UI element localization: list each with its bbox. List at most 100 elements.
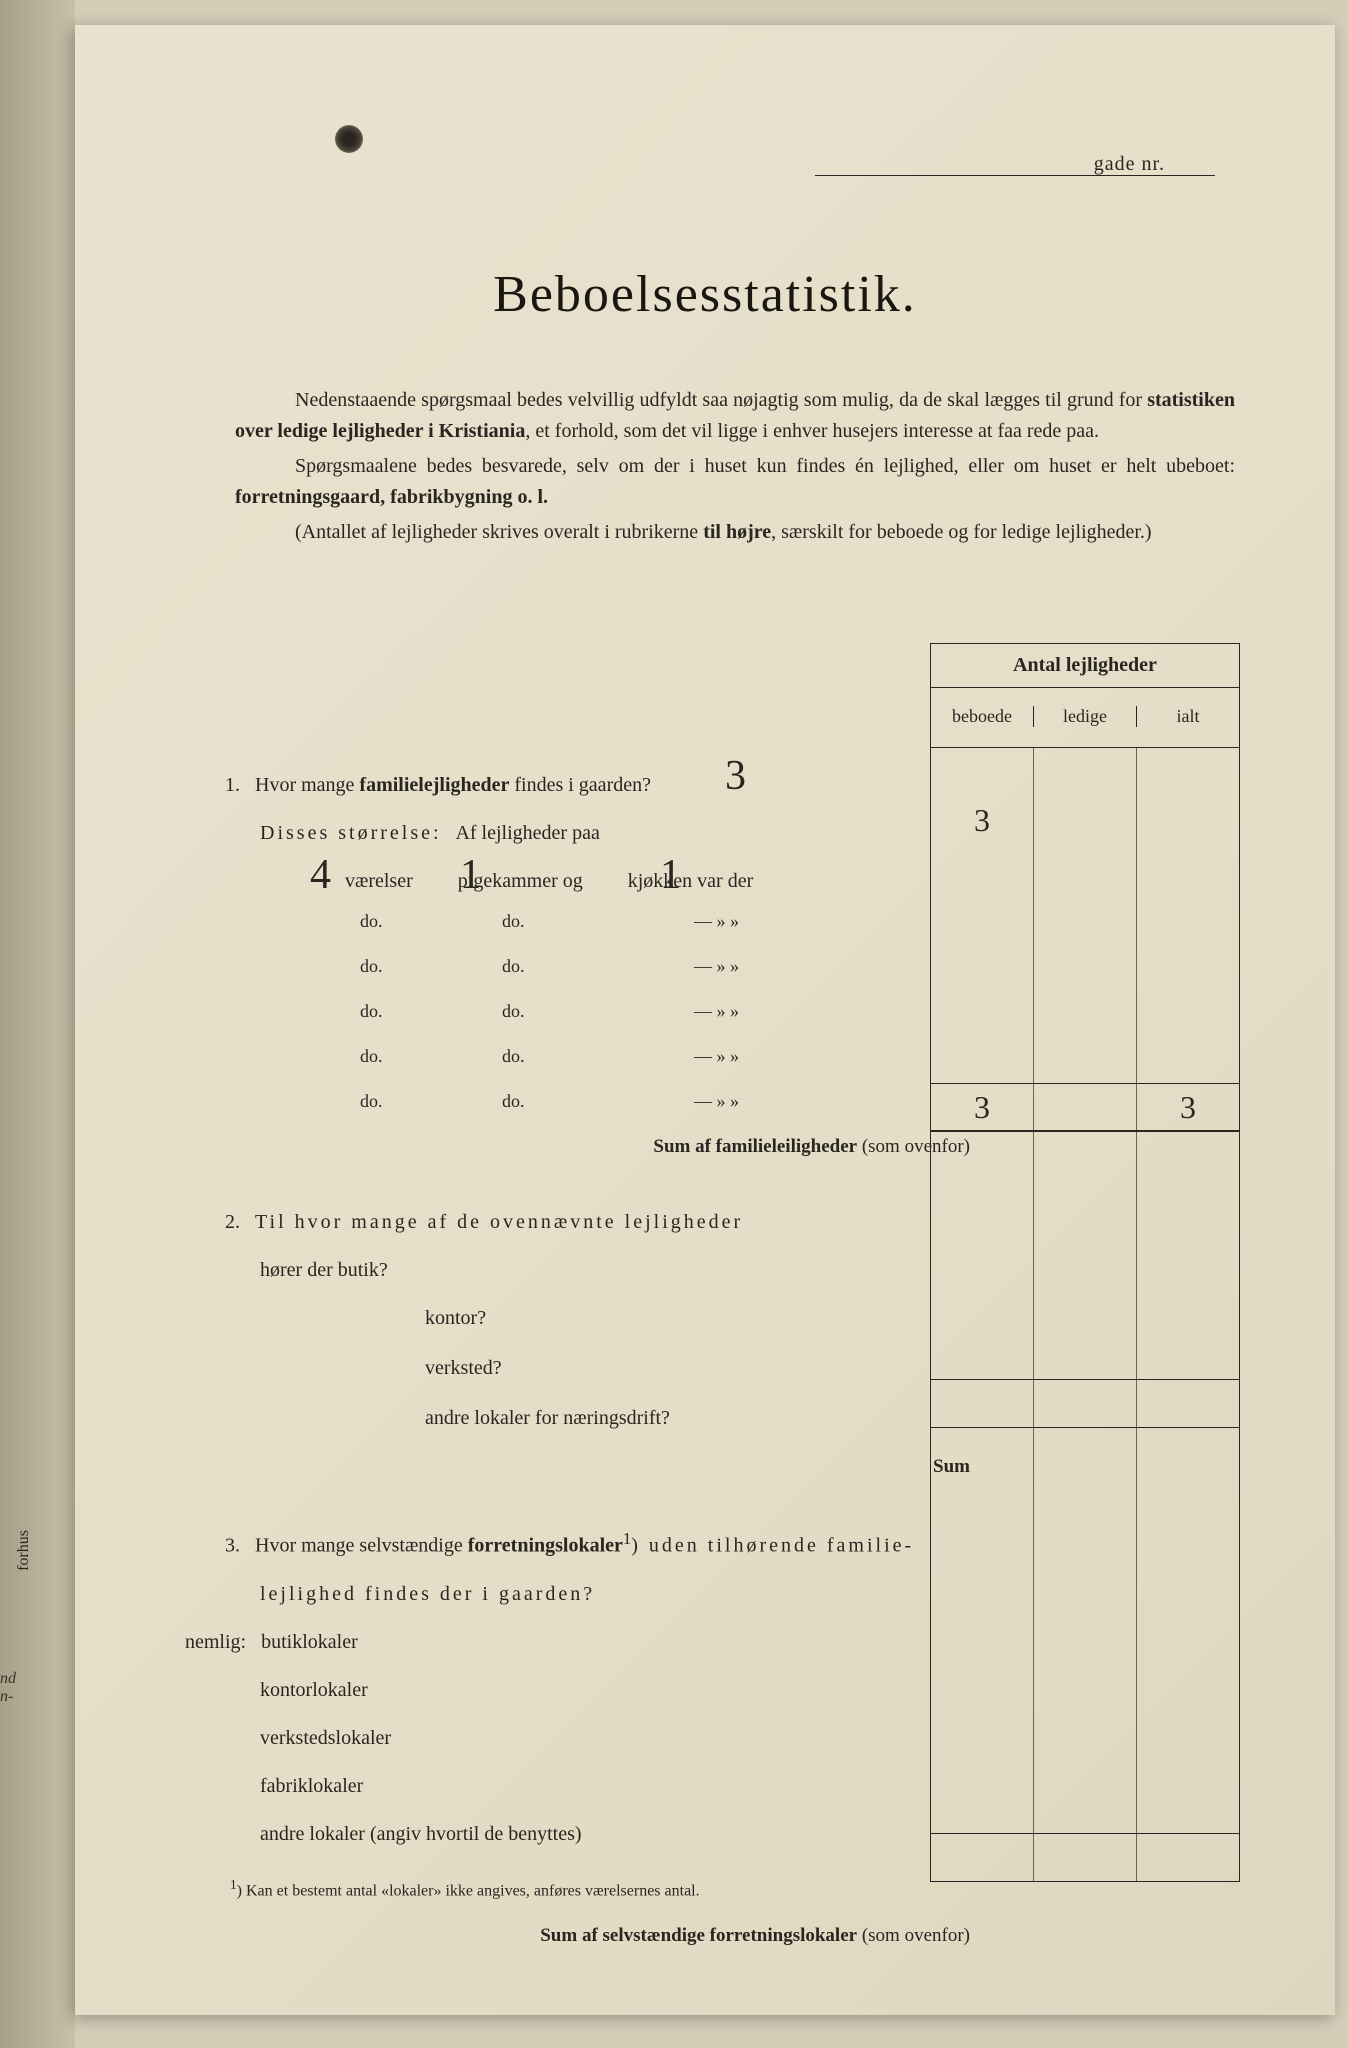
hw-pige: 1 [460, 844, 481, 907]
left-binding-margin [0, 0, 75, 2048]
table-cell [1137, 1132, 1239, 1188]
q1-number: 1. [225, 774, 240, 796]
table-cell [1137, 940, 1239, 988]
do-label: do. [502, 1091, 525, 1111]
q3-verksted: verkstedslokaler [225, 1723, 980, 1753]
table-cell [1034, 1428, 1137, 1484]
table-cell [1137, 1534, 1239, 1582]
intro-p1: Nedenstaaende spørgsmaal bedes velvillig… [235, 385, 1235, 447]
table-cell [1034, 1284, 1137, 1332]
table-cell [1137, 1630, 1239, 1678]
q2-line2: hører der butik? [225, 1255, 980, 1285]
table-header-title: Antal lejligheder [931, 644, 1239, 688]
table-cell [1034, 1380, 1137, 1427]
q3-sup: 1 [623, 1529, 631, 1548]
q1-sum-bold: Sum af familieleiligheder [653, 1136, 857, 1157]
table-cell [1034, 748, 1137, 796]
col-beboede: beboede [931, 706, 1034, 727]
intro-p3: (Antallet af lejligheder skrives overalt… [235, 517, 1235, 548]
intro-p3-bold: til højre [703, 521, 771, 543]
table-cell [1137, 1236, 1239, 1284]
q1-sum-line: Sum af familieleiligheder (som ovenfor) [225, 1133, 980, 1162]
q2-line1: 2. Til hvor mange af de ovennævnte lejli… [225, 1207, 980, 1237]
table-cell [1034, 1084, 1137, 1130]
table-cell [1137, 1188, 1239, 1236]
hole-punch [335, 125, 363, 153]
table-cell [1137, 1284, 1239, 1332]
nd-text: nd [0, 1670, 16, 1688]
q3-line2: lejlighed findes der i gaarden? [225, 1579, 980, 1609]
q3-prefix: Hvor mange selvstændige [255, 1535, 468, 1557]
table-cell [1034, 1236, 1137, 1284]
dash-suffix: — » » [694, 1046, 739, 1066]
q1-answer-handwritten: 3 [725, 745, 746, 808]
table-cell [1137, 1834, 1239, 1881]
document-page: gade nr. Beboelsesstatistik. Nedenstaaen… [75, 25, 1335, 2015]
table-cell [1034, 988, 1137, 1036]
table-cell [1034, 1188, 1137, 1236]
q3-andre: andre lokaler (angiv hvortil de benyttes… [225, 1819, 980, 1849]
q3-nemlig-line: nemlig: butiklokaler [185, 1627, 980, 1657]
table-cell [1137, 1774, 1239, 1833]
kitchen-label: kjøkken var der [628, 870, 754, 892]
table-cell [1137, 1428, 1239, 1484]
table-cell [1137, 1332, 1239, 1379]
dash-suffix: — » » [694, 911, 739, 931]
do-label: do. [502, 911, 525, 931]
footnote: 1) Kan et bestemt antal «lokaler» ikke a… [230, 1877, 700, 1900]
do-row-4: do. do. — » » [225, 1043, 980, 1070]
q3-sum-bold: Sum af selvstændige forretningslokaler [540, 1925, 857, 1946]
do-label: do. [360, 1046, 383, 1066]
dash-suffix: — » » [694, 1091, 739, 1111]
do-label: do. [360, 911, 383, 931]
do-row-2: do. do. — » » [225, 953, 980, 980]
intro-p2-prefix: Spørgsmaalene bedes besvarede, selv om d… [295, 455, 1235, 477]
q2-sum: Sum [225, 1453, 980, 1482]
q1-sum-suffix: (som ovenfor) [857, 1136, 970, 1157]
intro-paragraphs: Nedenstaaende spørgsmaal bedes velvillig… [235, 385, 1235, 552]
q2-text: Til hvor mange af de ovennævnte lejlighe… [255, 1211, 743, 1233]
q2-andre: andre lokaler for næringsdrift? [225, 1403, 980, 1433]
hw-kitchen: 1 [660, 844, 681, 907]
q1-line: 1. Hvor mange familielejligheder findes … [225, 770, 980, 800]
table-cell [1137, 844, 1239, 892]
do-row-3: do. do. — » » [225, 998, 980, 1025]
intro-p2: Spørgsmaalene bedes besvarede, selv om d… [235, 451, 1235, 513]
intro-p1-prefix: Nedenstaaende spørgsmaal bedes velvillig… [295, 389, 1147, 411]
q2-sum-label: Sum [933, 1456, 970, 1477]
q3-fabrik: fabriklokaler [225, 1771, 980, 1801]
q1-bold: familielejligheder [359, 774, 509, 796]
q3-sum-line: Sum af selvstændige forretningslokaler (… [225, 1922, 980, 1951]
intro-p3-suffix: , særskilt for beboede og for ledige lej… [771, 521, 1151, 543]
q3-butik: butiklokaler [261, 1631, 358, 1653]
q1-size-label-line: Disses størrelse: Af lejligheder paa [225, 818, 980, 848]
q3-number: 3. [225, 1535, 240, 1557]
q2-butik: hører der butik? [260, 1259, 388, 1281]
rooms-label: værelser [345, 870, 413, 892]
footnote-sup: 1 [230, 1877, 237, 1892]
do-label: do. [360, 1001, 383, 1021]
q3-kontor: kontorlokaler [225, 1675, 980, 1705]
do-row-1: do. do. — » » [225, 908, 980, 935]
col-ialt: ialt [1137, 706, 1239, 727]
table-cell [1034, 1132, 1137, 1188]
q2-verksted: verksted? [225, 1353, 980, 1383]
table-cell [1034, 892, 1137, 940]
table-cell [1034, 1678, 1137, 1726]
page-title: Beboelsesstatistik. [75, 265, 1335, 324]
table-cell [1137, 796, 1239, 844]
q3-nemlig: nemlig: [185, 1631, 246, 1653]
table-cell [1137, 1582, 1239, 1630]
table-cell [1034, 1484, 1137, 1534]
table-cell [1137, 1726, 1239, 1774]
table-cell-sum: 3 [1137, 1084, 1239, 1130]
intro-p1-suffix: , et forhold, som det vil ligge i enhver… [525, 420, 1099, 442]
do-label: do. [502, 956, 525, 976]
table-cell [1034, 1630, 1137, 1678]
intro-p3-prefix: (Antallet af lejligheder skrives overalt… [295, 521, 703, 543]
q2-number: 2. [225, 1211, 240, 1233]
table-cell [1034, 940, 1137, 988]
dash-suffix: — » » [694, 1001, 739, 1021]
q3-bold: forretningslokaler [468, 1535, 623, 1557]
q3-sum-suffix: (som ovenfor) [857, 1925, 970, 1946]
